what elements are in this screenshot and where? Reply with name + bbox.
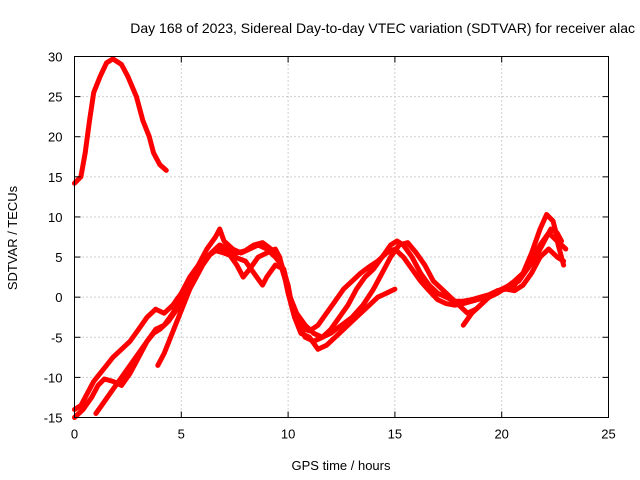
y-tick-label: 20 <box>48 130 62 145</box>
y-tick-label: 30 <box>48 50 62 65</box>
x-tick-label: 5 <box>178 427 185 442</box>
grid <box>74 56 609 418</box>
y-tick-label: 15 <box>48 170 62 185</box>
series-line-arc-6 <box>460 246 567 328</box>
y-tick-label: 5 <box>55 250 62 265</box>
y-tick-label: -10 <box>44 370 63 385</box>
y-axis-label: SDTVAR / TECUs <box>5 185 20 290</box>
x-axis-label: GPS time / hours <box>292 458 391 473</box>
series-line-arc-3 <box>72 246 398 420</box>
series-line-arc-4 <box>93 226 564 416</box>
plot-frame <box>74 56 609 418</box>
x-tick-label: 15 <box>388 427 402 442</box>
y-tick-label: 0 <box>55 290 62 305</box>
series-line-arc-2 <box>72 212 569 412</box>
chart-title: Day 168 of 2023, Sidereal Day-to-day VTE… <box>130 20 635 36</box>
axis-ticks: 0 5 10 15 20 25 -15 -10 -5 0 5 10 15 20 25 30 <box>44 50 616 442</box>
x-tick-label: 0 <box>71 427 78 442</box>
y-tick-label: 10 <box>48 210 62 225</box>
series-line-arc-1 <box>72 56 169 186</box>
y-tick-label: 25 <box>48 90 62 105</box>
x-tick-label: 25 <box>601 427 615 442</box>
series-group <box>72 56 569 420</box>
x-tick-label: 20 <box>494 427 508 442</box>
y-tick-label: -15 <box>44 411 63 426</box>
y-tick-label: -5 <box>51 330 63 345</box>
x-tick-label: 10 <box>281 427 295 442</box>
